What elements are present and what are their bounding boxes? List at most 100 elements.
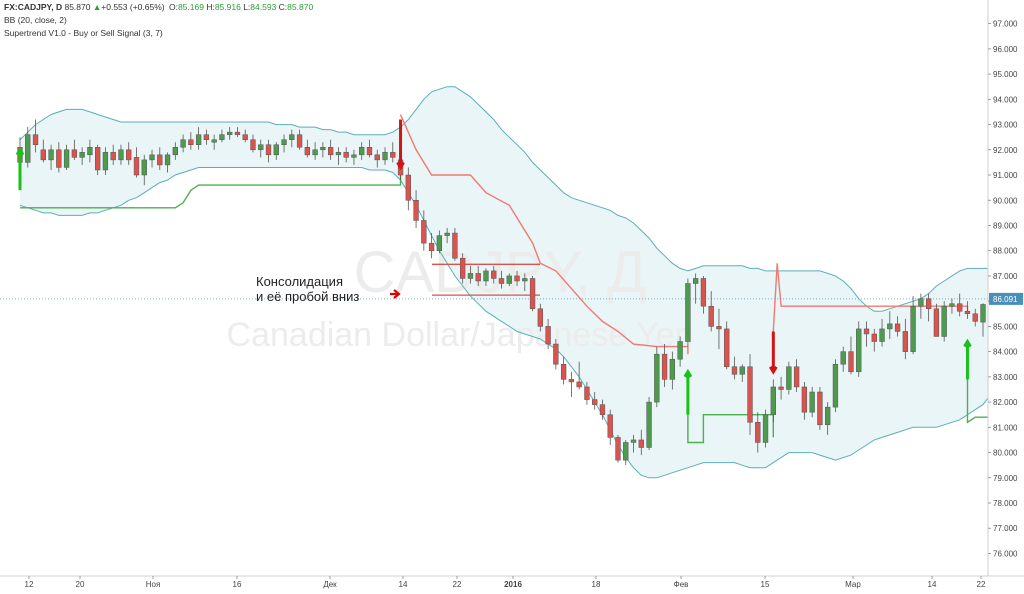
candle [273, 142, 279, 160]
candle-body [607, 414, 613, 438]
candle-body [133, 157, 140, 176]
candle [506, 273, 512, 287]
low-value: 84.593 [250, 2, 277, 12]
candle [467, 265, 474, 284]
candle-body [879, 328, 885, 342]
y-tick-label: 82.000 [993, 398, 1018, 407]
candle [669, 351, 676, 390]
candle [700, 275, 707, 314]
candle [32, 119, 39, 153]
candle [335, 147, 342, 165]
candle [747, 354, 753, 435]
candle [677, 336, 683, 367]
price-change: +0.553 (+0.65%) [101, 2, 165, 12]
candle [351, 149, 357, 165]
sell-signal-arrow-icon [396, 119, 405, 171]
candle [195, 127, 202, 150]
candle-body [475, 273, 481, 282]
candle-body [747, 366, 753, 423]
candle-body [483, 270, 489, 282]
candle [832, 359, 839, 413]
x-tick-label: 16 [233, 580, 242, 589]
candle [110, 144, 116, 165]
buy-signal-arrow-icon [683, 368, 693, 415]
candle [638, 429, 644, 456]
indicator-bb-label[interactable]: BB (20, close, 2) [4, 15, 67, 25]
x-tick-label: 12 [25, 580, 34, 589]
candle [957, 293, 963, 317]
close-label: C: [278, 2, 288, 12]
candle [553, 339, 559, 370]
candle [460, 253, 466, 284]
candle-body [157, 154, 163, 166]
candle-body [250, 139, 256, 151]
candle-body [692, 278, 699, 284]
y-tick-label: 97.000 [993, 20, 1018, 29]
candle [180, 134, 186, 153]
candle [296, 129, 303, 150]
y-tick-label: 80.000 [993, 449, 1018, 458]
candle [413, 190, 419, 229]
candle [87, 139, 93, 163]
y-tick-label: 93.000 [993, 121, 1018, 130]
candle [203, 129, 210, 145]
candle [444, 228, 450, 244]
candle-body [312, 149, 318, 156]
candle-body [79, 152, 85, 158]
candle-body [840, 351, 846, 365]
candle-body [793, 366, 800, 388]
candle [428, 233, 435, 259]
candle [739, 364, 745, 382]
candle-body [87, 147, 93, 156]
candle [592, 391, 598, 410]
candle [980, 303, 986, 337]
y-tick-label: 78.000 [993, 499, 1018, 508]
indicator-supertrend-label[interactable]: Supertrend V1.0 - Buy or Sell Signal (3,… [4, 28, 163, 38]
y-tick-label: 88.000 [993, 247, 1018, 256]
candle [654, 346, 660, 408]
candle [786, 361, 792, 395]
candle-body [366, 147, 373, 156]
candle-body [110, 152, 116, 161]
candle-body [506, 275, 512, 284]
symbol-header: FX:CADJPY, D 85.870 ▲+0.553 (+0.65%) O:8… [4, 2, 313, 12]
candle-body [731, 366, 738, 375]
candle-body [887, 323, 893, 330]
supertrend-segment [399, 114, 689, 355]
candle [964, 301, 971, 319]
candle [172, 142, 178, 160]
candle [576, 361, 582, 390]
candle [483, 268, 489, 287]
candle [809, 386, 815, 418]
candle-body [925, 298, 932, 309]
candle-body [227, 131, 233, 135]
watermark-symbol: CADJPY, Д [354, 240, 647, 305]
x-tick-label: 2016 [504, 580, 522, 589]
candle-body [71, 149, 78, 158]
candle-body [685, 283, 691, 342]
candle-body [281, 139, 287, 145]
candle [304, 139, 311, 158]
candle [848, 336, 854, 375]
candle [71, 139, 78, 160]
candle [584, 381, 590, 405]
candle [366, 139, 373, 158]
supertrend-segment [20, 170, 402, 209]
candle [630, 434, 637, 453]
candle [48, 144, 54, 170]
price-label-bg [989, 292, 1023, 305]
up-triangle-icon: ▲ [92, 2, 102, 12]
y-tick-label: 91.000 [993, 171, 1018, 180]
candle [133, 147, 140, 178]
candle [25, 127, 31, 168]
y-tick-label: 77.000 [993, 524, 1018, 533]
candle [157, 147, 163, 170]
candle-body [188, 139, 194, 145]
candle-body [405, 174, 411, 201]
candle-body [646, 401, 652, 448]
candle [568, 371, 575, 398]
x-tick-label: 14 [928, 580, 937, 589]
candle-body [219, 134, 225, 140]
candle [56, 142, 62, 173]
candle-body [801, 386, 808, 413]
